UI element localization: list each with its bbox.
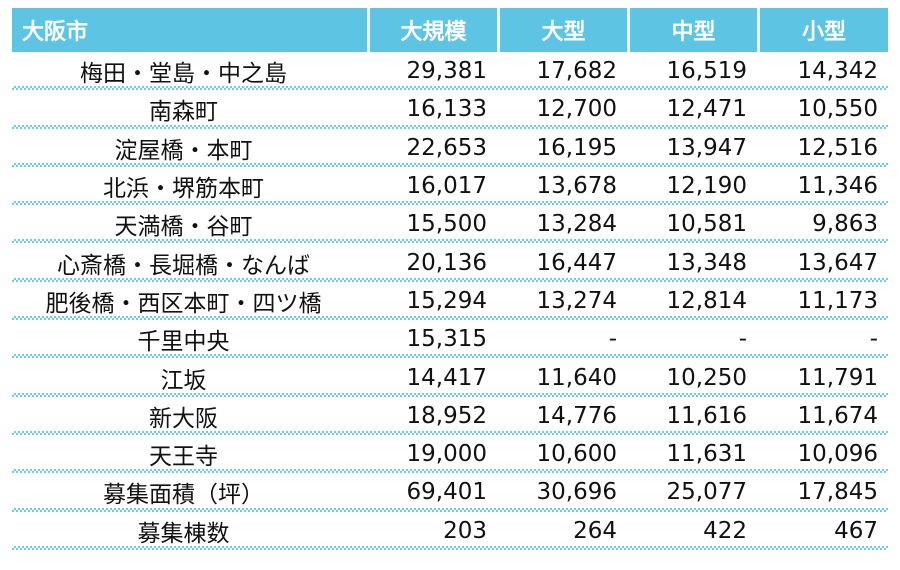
- table-row: 千里中央 15,315 - - -: [12, 320, 888, 359]
- row-label: 北浜・堺筋本町: [103, 176, 264, 203]
- cell-medium: -: [738, 326, 747, 353]
- cell-large-scale: 16,133: [406, 96, 487, 123]
- cell-small: 10,096: [797, 441, 878, 468]
- row-label: 心斎橋・長堀橋・なんば: [57, 252, 310, 279]
- header-col-medium: 中型: [627, 8, 757, 52]
- row-label: 天王寺: [149, 444, 218, 471]
- cell-small: 14,342: [797, 58, 878, 85]
- office-rent-table: 大阪市 大規模 大型 中型 小型 梅田・堂島・中之島 29,381 17,682…: [12, 8, 888, 551]
- cell-large-scale: 22,653: [406, 134, 487, 161]
- cell-large: 264: [573, 517, 617, 544]
- cell-large: 30,696: [536, 479, 617, 506]
- cell-small: 467: [834, 517, 878, 544]
- cell-large: 11,640: [536, 364, 617, 391]
- row-label: 南森町: [149, 99, 218, 126]
- cell-large-scale: 14,417: [406, 364, 487, 391]
- table-row: 天満橋・谷町 15,500 13,284 10,581 9,863: [12, 205, 888, 244]
- cell-medium: 12,471: [666, 96, 747, 123]
- row-label: 肥後橋・西区本町・四ツ橋: [45, 290, 322, 317]
- cell-medium: 16,519: [666, 58, 747, 85]
- cell-large-scale: 29,381: [406, 58, 487, 85]
- cell-small: 11,674: [797, 402, 878, 429]
- row-label: 新大阪: [149, 405, 218, 432]
- cell-large: 17,682: [536, 58, 617, 85]
- cell-medium: 25,077: [666, 479, 747, 506]
- cell-large: 13,284: [536, 211, 617, 238]
- cell-small: 11,173: [797, 287, 878, 314]
- cell-medium: 10,581: [666, 211, 747, 238]
- cell-medium: 12,190: [666, 173, 747, 200]
- cell-large-scale: 15,315: [406, 326, 487, 353]
- cell-large: -: [608, 326, 617, 353]
- cell-large: 12,700: [536, 96, 617, 123]
- table-row: 梅田・堂島・中之島 29,381 17,682 16,519 14,342: [12, 52, 888, 91]
- table-row-total-area: 募集面積（坪） 69,401 30,696 25,077 17,845: [12, 473, 888, 512]
- table-row: 北浜・堺筋本町 16,017 13,678 12,190 11,346: [12, 167, 888, 206]
- cell-small: 17,845: [797, 479, 878, 506]
- cell-large-scale: 18,952: [406, 402, 487, 429]
- cell-medium: 12,814: [666, 287, 747, 314]
- cell-small: 9,863: [812, 211, 878, 238]
- cell-medium: 13,348: [666, 249, 747, 276]
- cell-medium: 10,250: [666, 364, 747, 391]
- table-row: 江坂 14,417 11,640 10,250 11,791: [12, 358, 888, 397]
- row-label: 天満橋・谷町: [114, 214, 253, 241]
- cell-large: 10,600: [536, 441, 617, 468]
- cell-small: 13,647: [797, 249, 878, 276]
- cell-large-scale: 69,401: [406, 479, 487, 506]
- cell-large-scale: 19,000: [406, 441, 487, 468]
- row-label: 江坂: [160, 367, 207, 394]
- cell-large-scale: 203: [443, 517, 487, 544]
- cell-large: 13,274: [536, 287, 617, 314]
- cell-small: 11,346: [797, 173, 878, 200]
- cell-small: 12,516: [797, 134, 878, 161]
- table-row-building-count: 募集棟数 203 264 422 467: [12, 512, 888, 551]
- table-row: 新大阪 18,952 14,776 11,616 11,674: [12, 397, 888, 436]
- cell-large-scale: 15,294: [406, 287, 487, 314]
- cell-large: 16,447: [536, 249, 617, 276]
- cell-small: 11,791: [797, 364, 878, 391]
- row-label: 千里中央: [137, 329, 230, 356]
- table-row: 南森町 16,133 12,700 12,471 10,550: [12, 90, 888, 129]
- table-row: 肥後橋・西区本町・四ツ橋 15,294 13,274 12,814 11,173: [12, 282, 888, 321]
- row-label: 募集棟数: [137, 520, 230, 547]
- header-col-small: 小型: [757, 8, 888, 52]
- row-label: 募集面積（坪）: [103, 482, 264, 509]
- cell-large-scale: 20,136: [406, 249, 487, 276]
- header-region-label: 大阪市: [22, 20, 89, 45]
- table-row: 淀屋橋・本町 22,653 16,195 13,947 12,516: [12, 129, 888, 168]
- header-col-large-scale: 大規模: [367, 8, 497, 52]
- cell-large-scale: 15,500: [406, 211, 487, 238]
- cell-large-scale: 16,017: [406, 173, 487, 200]
- cell-medium: 13,947: [666, 134, 747, 161]
- cell-small: -: [869, 326, 878, 353]
- cell-large: 14,776: [536, 402, 617, 429]
- table-row: 天王寺 19,000 10,600 11,631 10,096: [12, 435, 888, 474]
- cell-medium: 11,616: [666, 402, 747, 429]
- header-col-large: 大型: [497, 8, 627, 52]
- cell-medium: 11,631: [666, 441, 747, 468]
- row-label: 梅田・堂島・中之島: [80, 61, 287, 88]
- table-row: 心斎橋・長堀橋・なんば 20,136 16,447 13,348 13,647: [12, 243, 888, 283]
- cell-medium: 422: [703, 517, 747, 544]
- row-label: 淀屋橋・本町: [114, 137, 253, 164]
- cell-large: 16,195: [536, 134, 617, 161]
- table-body: 梅田・堂島・中之島 29,381 17,682 16,519 14,342 南森…: [12, 52, 888, 551]
- table-header: 大阪市 大規模 大型 中型 小型: [12, 8, 888, 52]
- cell-small: 10,550: [797, 96, 878, 123]
- cell-large: 13,678: [536, 173, 617, 200]
